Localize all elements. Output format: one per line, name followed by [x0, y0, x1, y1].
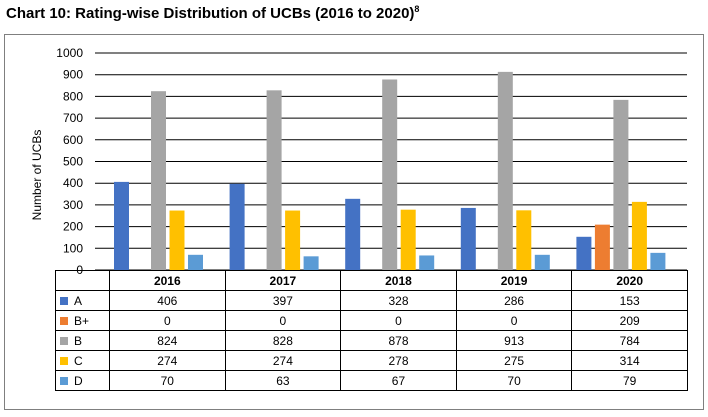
- table-header-row: 2016 2017 2018 2019 2020: [55, 270, 688, 291]
- chart-title: Chart 10: Rating-wise Distribution of UC…: [6, 4, 419, 22]
- data-label: 278: [340, 350, 457, 371]
- data-label: 397: [224, 290, 342, 311]
- bar-a-2019: [460, 207, 476, 270]
- x-category-label: 2018: [340, 270, 457, 291]
- bar-b-2016: [151, 91, 166, 270]
- bar-d-2020: [650, 252, 666, 270]
- table-row: D 70 63 67 70 79: [55, 370, 688, 391]
- y-axis-label: Number of UCBs: [30, 130, 44, 221]
- data-label: 0: [340, 310, 457, 331]
- series-name: B: [74, 333, 83, 348]
- series-name: D: [74, 373, 83, 388]
- data-label: 913: [455, 330, 573, 351]
- series-name: A: [74, 293, 83, 308]
- data-label: 67: [340, 370, 457, 391]
- data-label: 878: [340, 330, 457, 351]
- y-tick-label: 600: [63, 133, 83, 147]
- x-category-label: 2017: [224, 270, 342, 291]
- bar-b-2019: [497, 71, 513, 270]
- title-footnote: 8: [414, 4, 420, 14]
- data-label: 328: [340, 290, 457, 311]
- bar-a-2020: [576, 236, 592, 270]
- y-tick-label: 500: [63, 155, 83, 169]
- y-tick-label: 400: [63, 176, 83, 190]
- bar-a-2018: [345, 198, 361, 270]
- legend-entry: D: [55, 370, 110, 391]
- x-category-label: 2016: [109, 270, 226, 291]
- legend-swatch: [60, 356, 68, 365]
- chart-title-text: Chart 10: Rating-wise Distribution of UC…: [6, 5, 415, 22]
- y-tick-label: 800: [63, 89, 83, 103]
- bar-d-2018: [419, 255, 435, 270]
- y-tick-label: 100: [63, 241, 83, 255]
- data-label: 0: [109, 310, 226, 331]
- bar-d-2017: [303, 256, 319, 270]
- table-row: B 824 828 878 913 784: [55, 330, 688, 351]
- legend-swatch: [60, 376, 68, 385]
- y-tick-label: 300: [63, 198, 83, 212]
- bar-d-2019: [534, 254, 550, 270]
- data-label: 314: [571, 350, 688, 371]
- legend-entry: A: [55, 290, 110, 311]
- bar-d-2016: [188, 254, 203, 270]
- data-label: 406: [109, 290, 226, 311]
- data-table: 2016 2017 2018 2019 2020 A 406 397 328 286 153 B+ 0 0…: [55, 270, 688, 391]
- data-label: 79: [571, 370, 688, 391]
- bars: [114, 71, 666, 270]
- table-row: A 406 397 328 286 153: [55, 290, 688, 311]
- bar-b-2020: [613, 99, 629, 270]
- data-label: 153: [571, 290, 688, 311]
- legend-swatch: [60, 316, 68, 325]
- series-name: C: [74, 353, 83, 368]
- data-label: 275: [455, 350, 573, 371]
- data-label: 70: [455, 370, 573, 391]
- bar-c-2020: [631, 201, 647, 270]
- bar-b-plus-2020: [594, 224, 610, 270]
- x-category-label: 2019: [455, 270, 573, 291]
- data-label: 274: [224, 350, 342, 371]
- data-label: 0: [224, 310, 342, 331]
- bar-a-2016: [114, 181, 129, 270]
- data-label: 286: [455, 290, 573, 311]
- bar-b-2018: [382, 79, 398, 270]
- bar-c-2018: [400, 209, 416, 270]
- data-label: 274: [109, 350, 226, 371]
- y-tick-label: 900: [63, 68, 83, 82]
- data-label: 209: [571, 310, 688, 331]
- y-tick-label: 700: [63, 111, 83, 125]
- y-tick-label: 200: [63, 220, 83, 234]
- series-name: B+: [74, 313, 90, 328]
- data-label: 63: [224, 370, 342, 391]
- legend-swatch: [60, 296, 68, 305]
- data-label: 0: [455, 310, 573, 331]
- bar-a-2017: [229, 183, 245, 270]
- chart-frame: 0 100 200 300 400 500 600 700 800 900 1000 Number …: [4, 34, 704, 410]
- bar-c-2016: [169, 210, 185, 270]
- data-label: 784: [571, 330, 688, 351]
- table-row: C 274 274 278 275 314: [55, 350, 688, 371]
- legend-entry: B: [55, 330, 110, 351]
- bar-b-2017: [266, 90, 282, 270]
- bar-c-2019: [516, 210, 532, 270]
- data-label: 70: [109, 370, 226, 391]
- bar-c-2017: [285, 210, 301, 270]
- data-label: 824: [109, 330, 226, 351]
- legend-swatch: [60, 336, 68, 345]
- data-label: 828: [224, 330, 342, 351]
- legend-entry: C: [55, 350, 110, 371]
- table-corner-cell: [55, 270, 110, 291]
- x-category-label: 2020: [571, 270, 688, 291]
- legend-entry: B+: [55, 310, 110, 331]
- table-row: B+ 0 0 0 0 209: [55, 310, 688, 331]
- y-tick-label: 1000: [56, 46, 83, 60]
